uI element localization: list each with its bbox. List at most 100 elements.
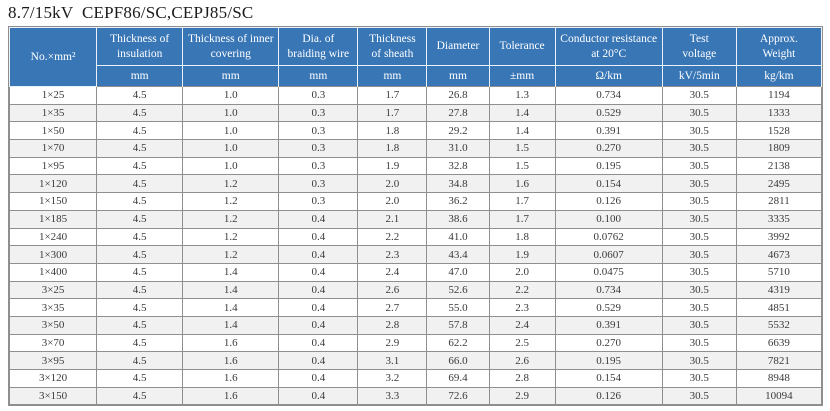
- table-cell: 1.2: [182, 227, 280, 247]
- column-header: Thickness of inner covering: [182, 27, 280, 66]
- column-header-label: Approx. Weight: [759, 32, 798, 60]
- row-size-label: 3×70: [8, 333, 98, 353]
- table-cell: 0.0607: [554, 245, 663, 264]
- table-cell: 1333: [735, 103, 823, 123]
- table-cell: 4.5: [96, 192, 184, 211]
- table-cell: 0.154: [554, 369, 663, 388]
- table-cell: 1.5: [488, 139, 556, 158]
- table-cell: 1.6: [488, 174, 556, 194]
- table-cell: 0.195: [554, 156, 663, 176]
- table-row: 1×120 4.5 1.2 0.3 2.0 34.8 1.6 0.154 30.5 2495: [8, 174, 823, 194]
- table-cell: 72.6: [426, 386, 490, 406]
- table-cell: 1.4: [182, 262, 280, 282]
- table-cell: 4.5: [96, 315, 184, 335]
- table-cell: 4.5: [96, 139, 184, 158]
- page-title: 8.7/15kV CEPF86/SC,CEPJ85/SC: [8, 3, 254, 22]
- table-cell: 30.5: [661, 156, 737, 176]
- table-cell: 30.5: [661, 280, 737, 300]
- table-cell: 1.0: [182, 121, 280, 141]
- column-header: No.×mm²: [8, 27, 98, 87]
- table-cell: 3335: [735, 209, 823, 229]
- table-cell: 1.6: [182, 351, 280, 370]
- table-cell: 2.3: [488, 298, 556, 317]
- table-cell: 0.4: [278, 386, 359, 406]
- table-cell: 1.7: [488, 209, 556, 229]
- column-header: Thickness of sheath: [357, 27, 428, 66]
- table-cell: 4.5: [96, 245, 184, 264]
- row-size-label: 3×25: [8, 280, 98, 300]
- column-unit: kg/km: [735, 65, 823, 87]
- table-cell: 1.0: [182, 156, 280, 176]
- table-cell: 30.5: [661, 386, 737, 406]
- column-header: Diameter: [426, 27, 490, 66]
- table-cell: 1.8: [357, 139, 428, 158]
- row-size-label: 3×50: [8, 315, 98, 335]
- table-cell: 29.2: [426, 121, 490, 141]
- column-header-label: Conductor resistance at 20°C: [560, 32, 658, 60]
- table-cell: 4.5: [96, 333, 184, 353]
- table-cell: 0.4: [278, 209, 359, 229]
- column-unit: kV/5min: [661, 65, 737, 87]
- table-cell: 30.5: [661, 262, 737, 282]
- table-cell: 0.3: [278, 174, 359, 194]
- table-cell: 1.9: [357, 156, 428, 176]
- table-cell: 2138: [735, 156, 823, 176]
- table-cell: 2.9: [488, 386, 556, 406]
- table-cell: 0.4: [278, 351, 359, 370]
- table-cell: 8948: [735, 369, 823, 388]
- column-header: Dia. of braiding wire: [278, 27, 359, 66]
- table-row: 3×120 4.5 1.6 0.4 3.2 69.4 2.8 0.154 30.5 8948: [8, 369, 823, 388]
- table-cell: 1.2: [182, 209, 280, 229]
- table-cell: 4.5: [96, 86, 184, 105]
- table-cell: 2.1: [357, 209, 428, 229]
- table-cell: 4.5: [96, 262, 184, 282]
- table-cell: 10094: [735, 386, 823, 406]
- table-cell: 2.0: [357, 174, 428, 194]
- spec-table-wrapper: No.×mm² Thickness of insulation Thickness …: [8, 26, 823, 407]
- table-cell: 1.4: [488, 121, 556, 141]
- table-cell: 43.4: [426, 245, 490, 264]
- table-cell: 0.529: [554, 298, 663, 317]
- table-cell: 62.2: [426, 333, 490, 353]
- table-cell: 1.0: [182, 103, 280, 123]
- table-cell: 52.6: [426, 280, 490, 300]
- table-cell: 1.4: [182, 315, 280, 335]
- table-cell: 0.0475: [554, 262, 663, 282]
- table-cell: 0.0762: [554, 227, 663, 247]
- column-header-label: No.×mm²: [30, 50, 76, 63]
- table-cell: 57.8: [426, 315, 490, 335]
- table-cell: 5532: [735, 315, 823, 335]
- table-row: 1×35 4.5 1.0 0.3 1.7 27.8 1.4 0.529 30.5 1333: [8, 103, 823, 123]
- table-cell: 2.9: [357, 333, 428, 353]
- table-row: 3×70 4.5 1.6 0.4 2.9 62.2 2.5 0.270 30.5 6639: [8, 333, 823, 353]
- column-header: Approx. Weight: [735, 27, 823, 66]
- column-header-label: Thickness of inner covering: [187, 32, 274, 60]
- column-unit: mm: [426, 65, 490, 87]
- row-size-label: 1×400: [8, 262, 98, 282]
- row-size-label: 3×35: [8, 298, 98, 317]
- table-cell: 6639: [735, 333, 823, 353]
- column-unit: ±mm: [488, 65, 556, 87]
- table-row: 1×70 4.5 1.0 0.3 1.8 31.0 1.5 0.270 30.5 1809: [8, 139, 823, 158]
- table-cell: 4.5: [96, 103, 184, 123]
- table-row: 1×25 4.5 1.0 0.3 1.7 26.8 1.3 0.734 30.5 1194: [8, 86, 823, 105]
- table-row: 3×95 4.5 1.6 0.4 3.1 66.0 2.6 0.195 30.5 7821: [8, 351, 823, 370]
- row-size-label: 1×300: [8, 245, 98, 264]
- table-cell: 0.734: [554, 86, 663, 105]
- table-cell: 4.5: [96, 209, 184, 229]
- table-cell: 1.8: [488, 227, 556, 247]
- table-cell: 1.4: [488, 103, 556, 123]
- table-cell: 1.6: [182, 386, 280, 406]
- table-cell: 1.2: [182, 174, 280, 194]
- table-cell: 4.5: [96, 369, 184, 388]
- table-cell: 31.0: [426, 139, 490, 158]
- table-cell: 4.5: [96, 156, 184, 176]
- table-row: 1×185 4.5 1.2 0.4 2.1 38.6 1.7 0.100 30.5 3335: [8, 209, 823, 229]
- table-cell: 0.154: [554, 174, 663, 194]
- row-size-label: 1×25: [8, 86, 98, 105]
- table-cell: 2.2: [488, 280, 556, 300]
- table-cell: 38.6: [426, 209, 490, 229]
- column-unit: Ω/km: [554, 65, 663, 87]
- table-cell: 0.126: [554, 386, 663, 406]
